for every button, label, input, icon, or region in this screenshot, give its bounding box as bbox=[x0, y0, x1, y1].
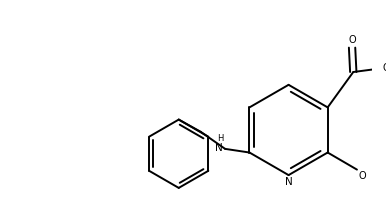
Text: O: O bbox=[348, 35, 356, 45]
Text: O: O bbox=[383, 63, 386, 73]
Text: O: O bbox=[358, 171, 366, 181]
Text: N: N bbox=[285, 177, 293, 187]
Text: N: N bbox=[215, 143, 223, 153]
Text: H: H bbox=[217, 134, 223, 143]
